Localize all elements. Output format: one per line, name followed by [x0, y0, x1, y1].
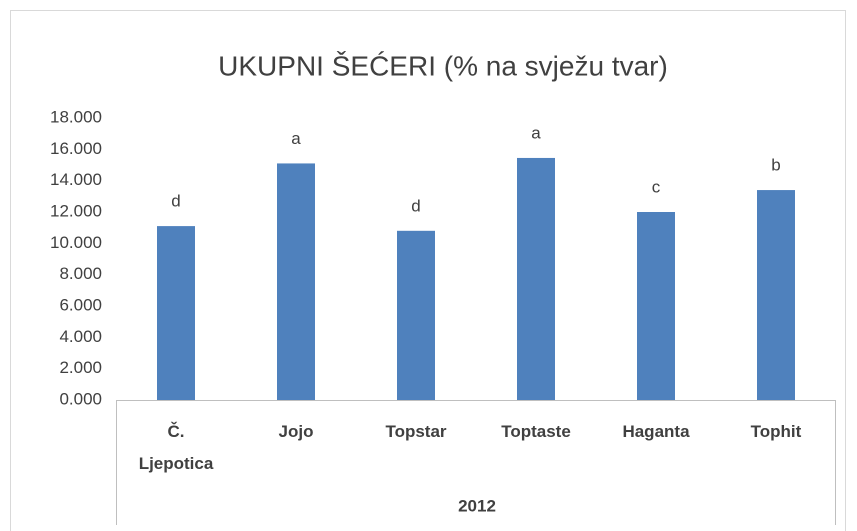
- annotation: b: [771, 156, 780, 175]
- chart-title: UKUPNI ŠEĆERI (% na svježu tvar): [218, 50, 668, 81]
- bar: [757, 190, 795, 400]
- annotation: a: [531, 123, 541, 142]
- x-tick-label: Tophit: [750, 422, 802, 441]
- y-tick-label: 10.000: [50, 233, 102, 252]
- annotation: d: [411, 196, 420, 215]
- bar: [157, 226, 195, 400]
- annotation: a: [291, 129, 301, 148]
- y-tick-label: 16.000: [50, 139, 102, 158]
- y-tick-label: 18.000: [50, 107, 102, 126]
- bar: [517, 157, 555, 400]
- chart-frame: [10, 10, 846, 531]
- annotation: d: [171, 192, 180, 211]
- x-tick-label: Č. Ljepotica: [138, 422, 214, 473]
- y-tick-label: 8.000: [59, 264, 102, 283]
- y-tick-label: 12.000: [50, 201, 102, 220]
- bar: [277, 163, 315, 400]
- y-tick-label: 4.000: [59, 327, 102, 346]
- x-tick-label: Toptaste: [501, 422, 571, 441]
- y-tick-label: 0.000: [59, 389, 102, 408]
- x-tick-label: Haganta: [622, 422, 690, 441]
- y-tick-label: 2.000: [59, 358, 102, 377]
- bar: [397, 230, 435, 400]
- group-label: 2012: [458, 496, 496, 515]
- x-tick-label: Jojo: [278, 422, 314, 441]
- y-tick-label: 6.000: [59, 295, 102, 314]
- bar: [637, 212, 675, 400]
- annotation: c: [652, 177, 661, 196]
- x-tick-label: Topstar: [385, 422, 447, 441]
- y-tick-label: 14.000: [50, 170, 102, 189]
